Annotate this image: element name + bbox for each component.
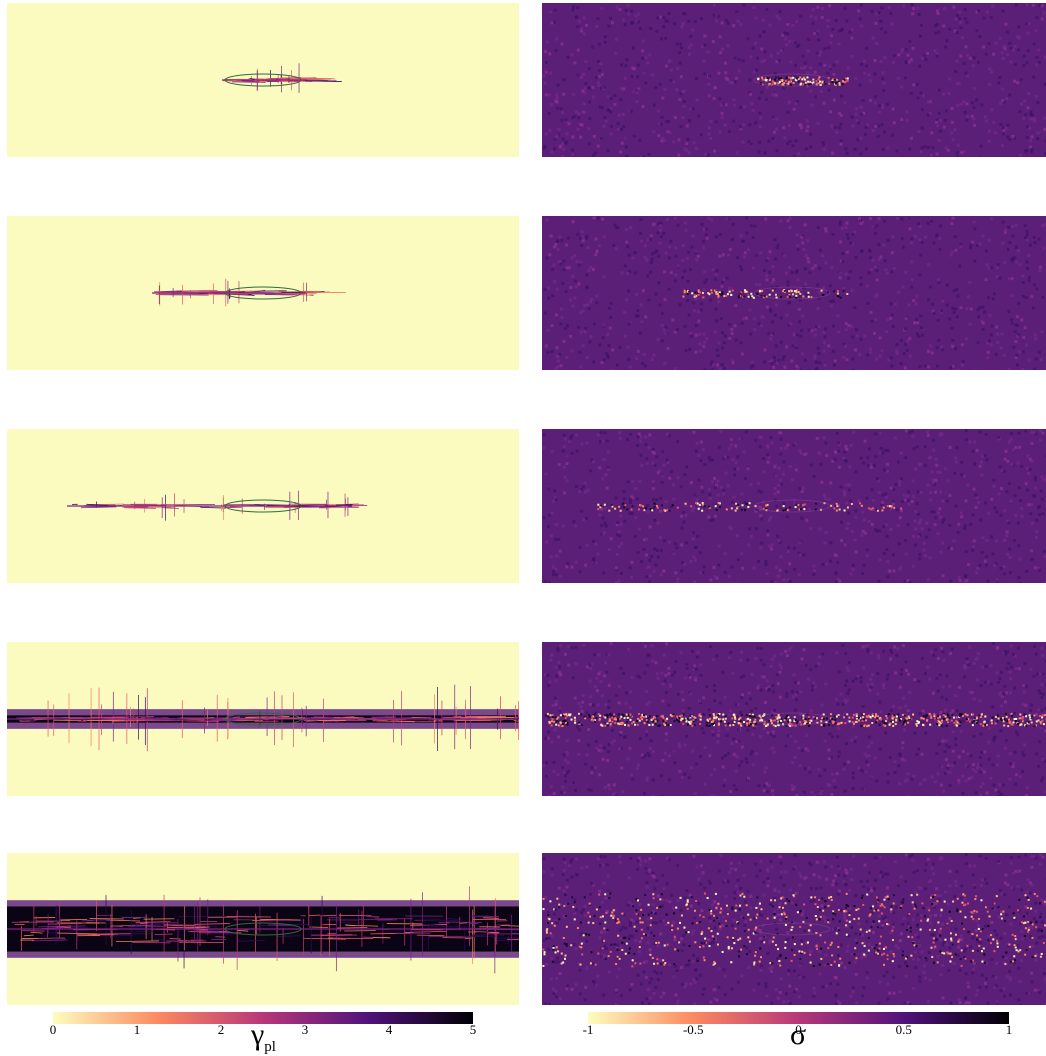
- sigma-tick-label: -1: [583, 1022, 594, 1038]
- gamma-colorbar-label: γpl: [251, 1018, 276, 1056]
- gamma-map-2: [7, 216, 519, 370]
- gamma-tick-label: 1: [134, 1022, 141, 1038]
- sigma-tick-label: -0.5: [683, 1022, 704, 1038]
- sigma-background: [542, 429, 1046, 583]
- gamma-map-3: [7, 429, 519, 583]
- sigma-map-5: [542, 853, 1046, 1005]
- sigma-background: [542, 853, 1046, 1005]
- sigma-panel-4: [542, 642, 1046, 796]
- sigma-panel-5: [542, 853, 1046, 1007]
- sigma-panel-2: [542, 216, 1046, 370]
- sigma-label-main: σ: [790, 1018, 806, 1051]
- gamma-panel-3: [7, 429, 519, 583]
- sigma-tick-label: 1: [1006, 1022, 1013, 1038]
- damage-band-edge: [7, 952, 519, 958]
- gamma-panel-1: [7, 3, 519, 157]
- gamma-panel-2: [7, 216, 519, 370]
- sigma-map-3: [542, 429, 1046, 583]
- gamma-tick-label: 0: [50, 1022, 57, 1038]
- sigma-colorbar-label: σ: [790, 1018, 806, 1052]
- damage-band-edge: [7, 900, 519, 906]
- gamma-map-5: [7, 853, 519, 1005]
- gamma-panel-5: [7, 853, 519, 1007]
- sigma-map-1: [542, 3, 1046, 157]
- gamma-tick-label: 4: [386, 1022, 393, 1038]
- gamma-tick-label: 5: [470, 1022, 477, 1038]
- sigma-panel-1: [542, 3, 1046, 157]
- gamma-tick-label: 3: [302, 1022, 309, 1038]
- gamma-tick-label: 2: [218, 1022, 225, 1038]
- sigma-map-4: [542, 642, 1046, 796]
- sigma-tick-label: 0.5: [896, 1022, 912, 1038]
- sigma-panel-3: [542, 429, 1046, 583]
- gamma-map-1: [7, 3, 519, 157]
- gamma-panel-4: [7, 642, 519, 796]
- sigma-map-2: [542, 216, 1046, 370]
- gamma-label-main: γ: [251, 1018, 264, 1051]
- gamma-map-4: [7, 642, 519, 796]
